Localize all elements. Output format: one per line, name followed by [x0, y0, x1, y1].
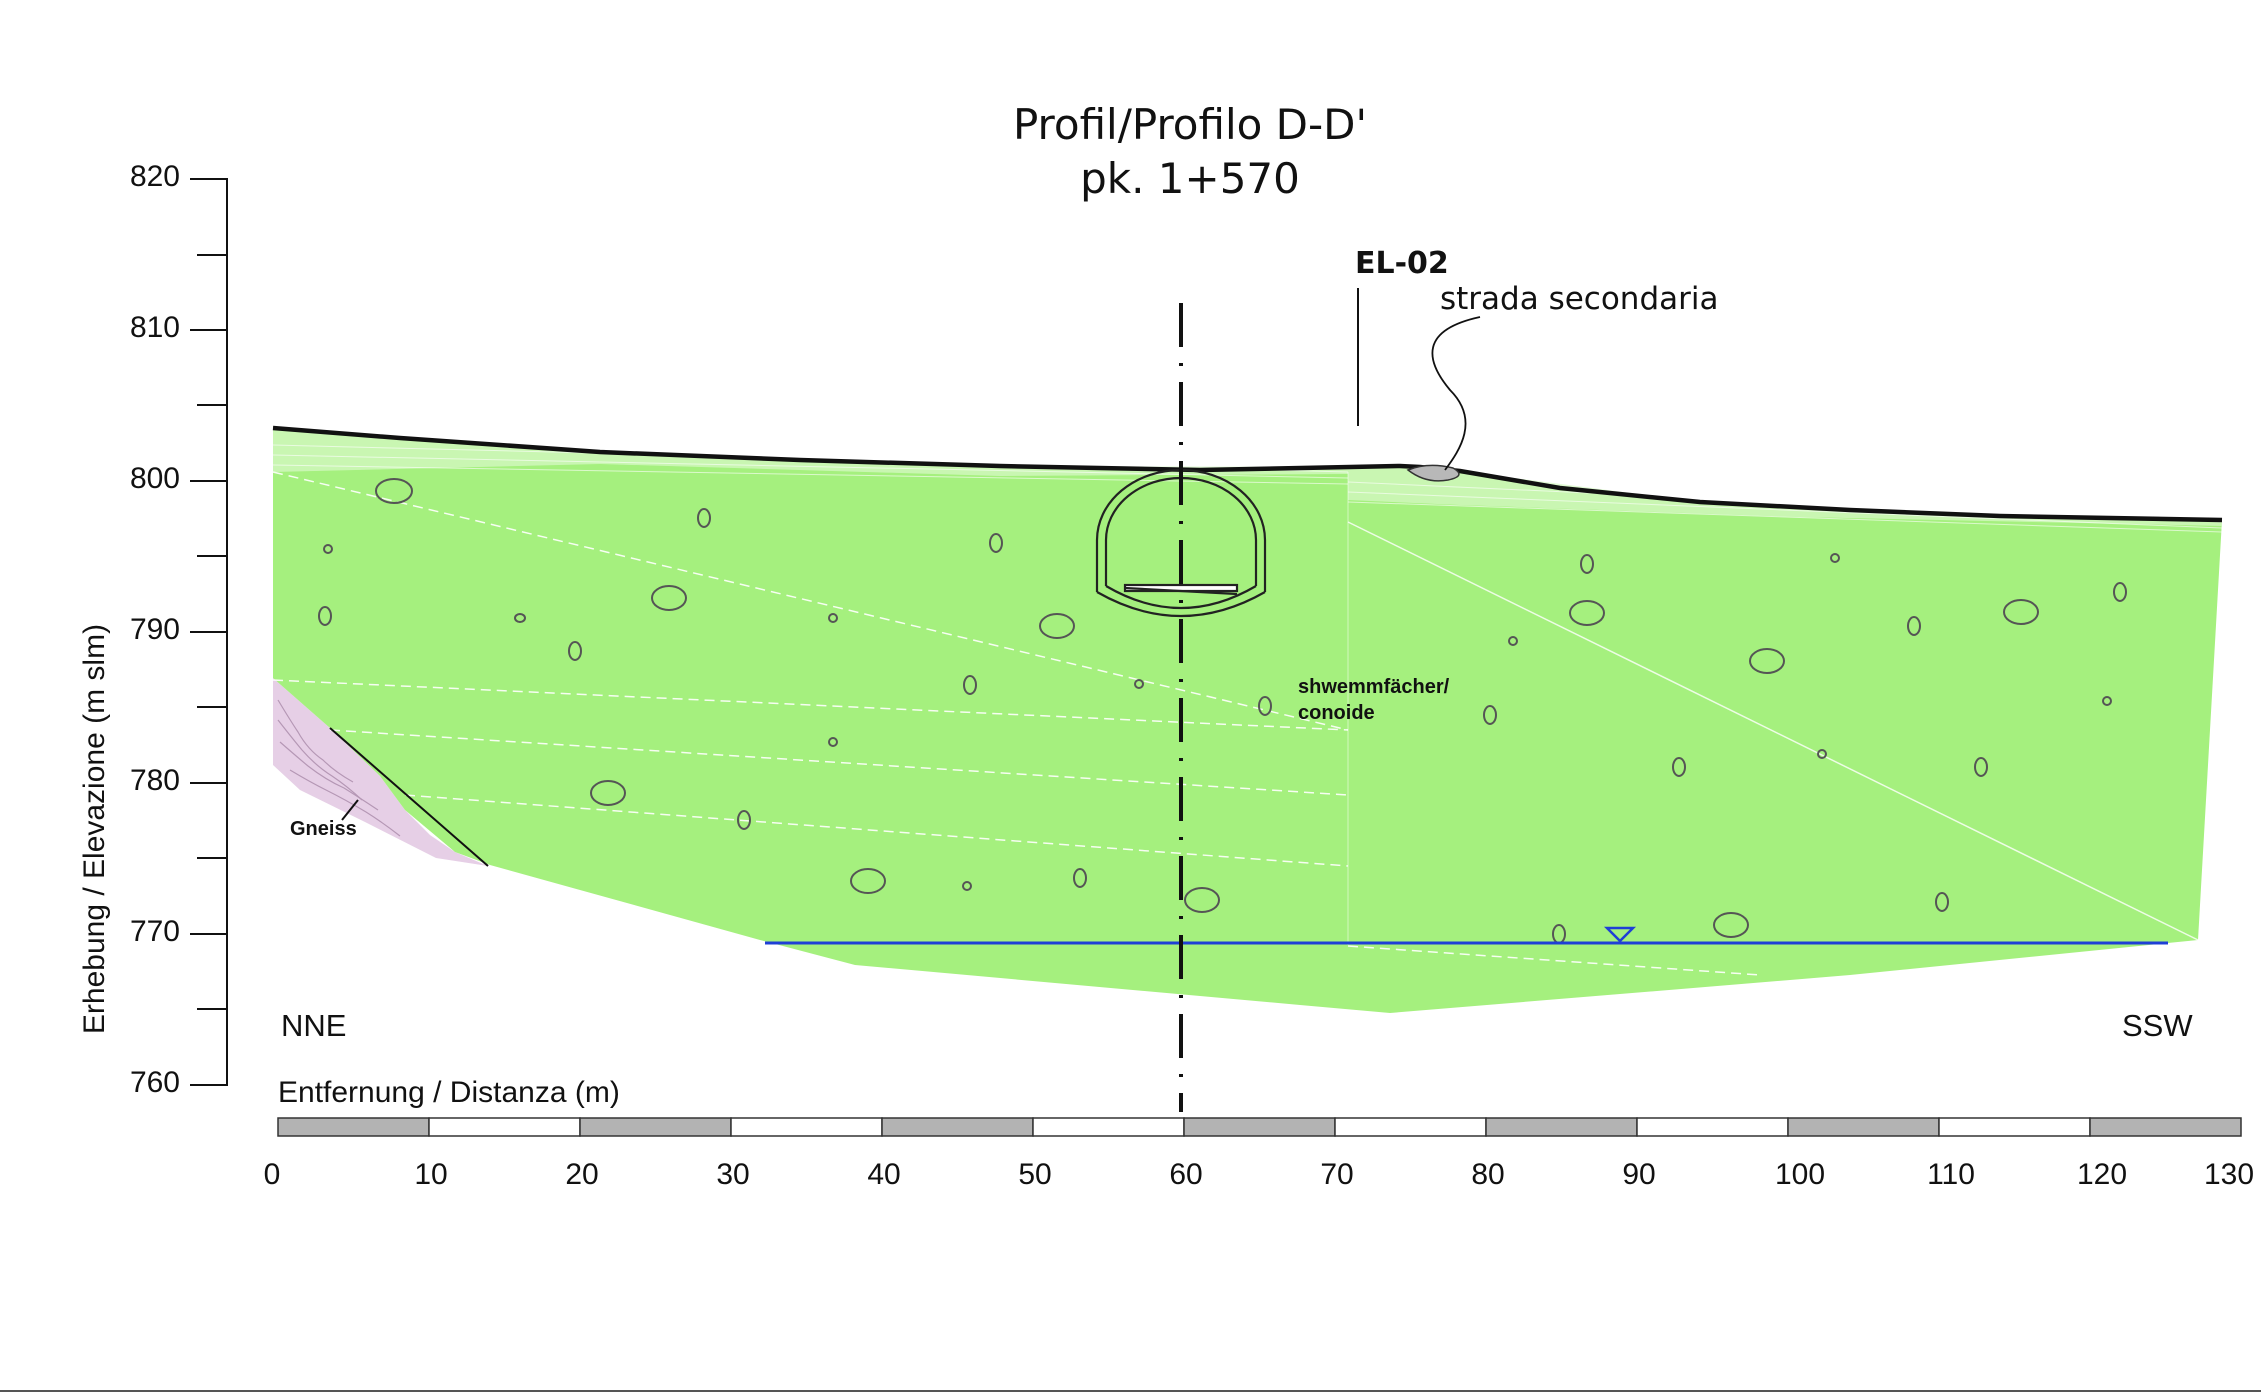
- x-tick-label: 60: [1169, 1158, 1203, 1191]
- x-axis-label: Entfernung / Distanza (m): [278, 1076, 620, 1109]
- y-tick-label: 790: [129, 613, 180, 646]
- x-tick-label: 30: [716, 1158, 750, 1191]
- x-tick-label: 50: [1018, 1158, 1052, 1191]
- x-tick-label: 110: [1927, 1158, 1975, 1191]
- x-tick-label: 100: [1774, 1158, 1826, 1191]
- title-line-2: pk. 1+570: [1080, 154, 1300, 203]
- groundwater-triangle: [1603, 926, 1637, 943]
- y-tick-label: 820: [129, 160, 180, 193]
- gneiss-leader-line: [341, 799, 359, 821]
- page-bottom-border: [0, 1390, 2261, 1392]
- distance-scale-bar: [277, 1117, 2242, 1137]
- road-leader-line: [1431, 316, 1481, 471]
- deposit-diagonal-line: [1347, 521, 2199, 941]
- y-axis-label: Erhebung / Elevazione (m slm): [78, 623, 111, 1035]
- gneiss-label: Gneiss: [290, 818, 357, 840]
- surface-soil-lines: [272, 444, 2223, 533]
- x-tick-label: 10: [414, 1158, 448, 1191]
- y-axis: [190, 178, 228, 1086]
- x-tick-label: 40: [867, 1158, 901, 1191]
- x-tick-label: 20: [565, 1158, 599, 1191]
- borehole-label: EL-02: [1355, 246, 1449, 281]
- x-tick-label: 120: [2076, 1158, 2128, 1191]
- boulders: [318, 478, 2127, 944]
- ssw-direction-label: SSW: [2122, 1008, 2193, 1043]
- x-tick-label: 130: [2204, 1158, 2255, 1191]
- ground-surface-line: [272, 425, 2223, 523]
- y-tick-label: 800: [129, 462, 180, 495]
- y-tick-label: 810: [129, 311, 180, 344]
- road-label: strada secondaria: [1440, 281, 1719, 317]
- deposit-body: [273, 428, 2222, 1013]
- title-line-1: Profil/Profilo D-D': [1012, 100, 1368, 149]
- deposit-layer-lines: [272, 471, 1761, 976]
- y-tick-label: 760: [129, 1066, 180, 1099]
- nne-direction-label: NNE: [281, 1008, 347, 1043]
- y-tick-label: 780: [129, 764, 180, 797]
- x-tick-label: 80: [1471, 1158, 1505, 1191]
- x-tick-label: 90: [1622, 1158, 1656, 1191]
- gneiss-contact-line: [329, 727, 489, 867]
- x-tick-label: 70: [1320, 1158, 1354, 1191]
- y-tick-label: 770: [129, 915, 180, 948]
- x-tick-label: 0: [263, 1158, 281, 1191]
- deposit-label-line-1: shwemmfächer/: [1298, 676, 1450, 698]
- deposit-label-line-2: conoide: [1298, 702, 1375, 724]
